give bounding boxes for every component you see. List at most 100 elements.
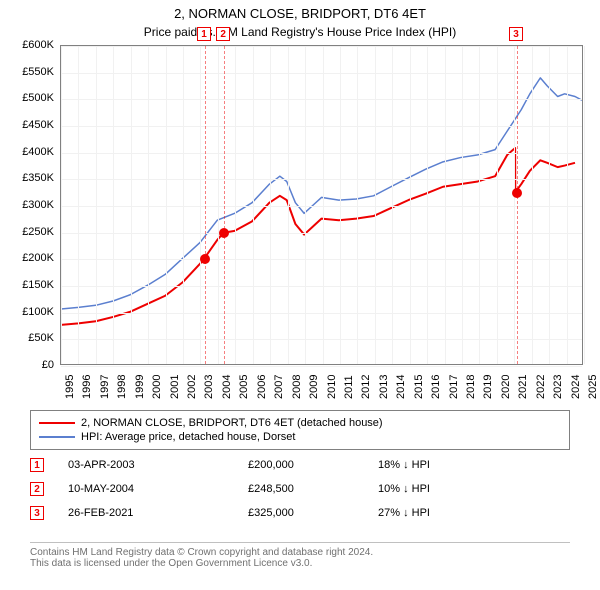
x-tick-label: 2009	[308, 375, 320, 399]
gridline-v	[445, 46, 446, 364]
legend-row: HPI: Average price, detached house, Dors…	[39, 431, 561, 443]
gridline-h	[61, 73, 582, 74]
gridline-h	[61, 46, 582, 47]
gridline-h	[61, 286, 582, 287]
legend-swatch	[39, 436, 75, 438]
gridline-v	[549, 46, 550, 364]
gridline-v	[288, 46, 289, 364]
x-tick-label: 2003	[203, 375, 215, 399]
gridline-v	[323, 46, 324, 364]
x-tick-label: 2000	[151, 375, 163, 399]
x-tick-label: 2017	[448, 375, 460, 399]
sale-row: 210-MAY-2004£248,50010% ↓ HPI	[30, 482, 570, 496]
series-line-subject	[61, 148, 575, 325]
chart-title-line1: 2, NORMAN CLOSE, BRIDPORT, DT6 4ET	[0, 6, 600, 21]
sale-marker-box: 2	[216, 27, 230, 41]
gridline-v	[479, 46, 480, 364]
y-tick-label: £100K	[4, 306, 54, 318]
sale-marker-box: 1	[197, 27, 211, 41]
sale-row-index: 1	[30, 458, 44, 472]
gridline-v	[218, 46, 219, 364]
gridline-h	[61, 99, 582, 100]
gridline-h	[61, 366, 582, 367]
gridline-v	[514, 46, 515, 364]
sale-marker-vline	[205, 46, 206, 364]
gridline-h	[61, 233, 582, 234]
x-tick-label: 2019	[482, 375, 494, 399]
legend-row: 2, NORMAN CLOSE, BRIDPORT, DT6 4ET (deta…	[39, 417, 561, 429]
x-tick-label: 2004	[221, 375, 233, 399]
x-tick-label: 1998	[116, 375, 128, 399]
x-tick-label: 2020	[500, 375, 512, 399]
footer-line1: Contains HM Land Registry data © Crown c…	[30, 547, 570, 558]
y-tick-label: £550K	[4, 66, 54, 78]
y-tick-label: £500K	[4, 92, 54, 104]
y-tick-label: £600K	[4, 39, 54, 51]
x-tick-label: 2025	[587, 375, 599, 399]
legend-swatch	[39, 422, 75, 424]
y-tick-label: £250K	[4, 226, 54, 238]
x-tick-label: 2024	[570, 375, 582, 399]
x-tick-label: 2023	[552, 375, 564, 399]
x-tick-label: 2013	[378, 375, 390, 399]
gridline-v	[462, 46, 463, 364]
gridline-v	[392, 46, 393, 364]
sale-row-price: £325,000	[248, 507, 378, 519]
gridline-h	[61, 179, 582, 180]
x-tick-label: 2021	[517, 375, 529, 399]
sale-marker-vline	[517, 46, 518, 364]
gridline-v	[183, 46, 184, 364]
gridline-h	[61, 313, 582, 314]
gridline-h	[61, 153, 582, 154]
y-tick-label: £450K	[4, 119, 54, 131]
gridline-v	[497, 46, 498, 364]
y-tick-label: £400K	[4, 146, 54, 158]
x-tick-label: 1999	[134, 375, 146, 399]
y-tick-label: £200K	[4, 252, 54, 264]
gridline-v	[340, 46, 341, 364]
x-tick-label: 2006	[256, 375, 268, 399]
gridline-v	[375, 46, 376, 364]
gridline-v	[235, 46, 236, 364]
gridline-v	[357, 46, 358, 364]
x-tick-label: 1996	[81, 375, 93, 399]
x-tick-label: 2007	[273, 375, 285, 399]
gridline-v	[532, 46, 533, 364]
x-tick-label: 2014	[395, 375, 407, 399]
sale-row: 1 03-APR-2003£200,00018% ↓ HPI	[30, 458, 570, 472]
y-tick-label: £0	[4, 359, 54, 371]
legend-label: 2, NORMAN CLOSE, BRIDPORT, DT6 4ET (deta…	[81, 417, 383, 429]
x-tick-label: 1995	[64, 375, 76, 399]
sale-row: 326-FEB-2021£325,00027% ↓ HPI	[30, 506, 570, 520]
sale-row-date: 03-APR-2003	[68, 459, 248, 471]
x-tick-label: 2010	[326, 375, 338, 399]
gridline-v	[270, 46, 271, 364]
gridline-v	[200, 46, 201, 364]
x-tick-label: 2002	[186, 375, 198, 399]
gridline-v	[131, 46, 132, 364]
gridline-v	[148, 46, 149, 364]
x-tick-label: 2015	[413, 375, 425, 399]
y-tick-label: £350K	[4, 172, 54, 184]
gridline-v	[567, 46, 568, 364]
gridline-v	[584, 46, 585, 364]
y-tick-label: £300K	[4, 199, 54, 211]
y-tick-label: £150K	[4, 279, 54, 291]
sale-row-diff: 18% ↓ HPI	[378, 459, 498, 471]
gridline-h	[61, 339, 582, 340]
gridline-v	[78, 46, 79, 364]
x-tick-label: 2011	[343, 375, 355, 399]
gridline-h	[61, 126, 582, 127]
sale-marker-vline	[224, 46, 225, 364]
chart-plot-area	[60, 45, 583, 365]
gridline-h	[61, 259, 582, 260]
legend-box: 2, NORMAN CLOSE, BRIDPORT, DT6 4ET (deta…	[30, 410, 570, 450]
gridline-v	[253, 46, 254, 364]
x-tick-label: 2008	[291, 375, 303, 399]
x-tick-label: 2022	[535, 375, 547, 399]
sale-row-price: £200,000	[248, 459, 378, 471]
sale-row-index: 3	[30, 506, 44, 520]
x-tick-label: 2018	[465, 375, 477, 399]
sale-row-price: £248,500	[248, 483, 378, 495]
x-tick-label: 2001	[169, 375, 181, 399]
